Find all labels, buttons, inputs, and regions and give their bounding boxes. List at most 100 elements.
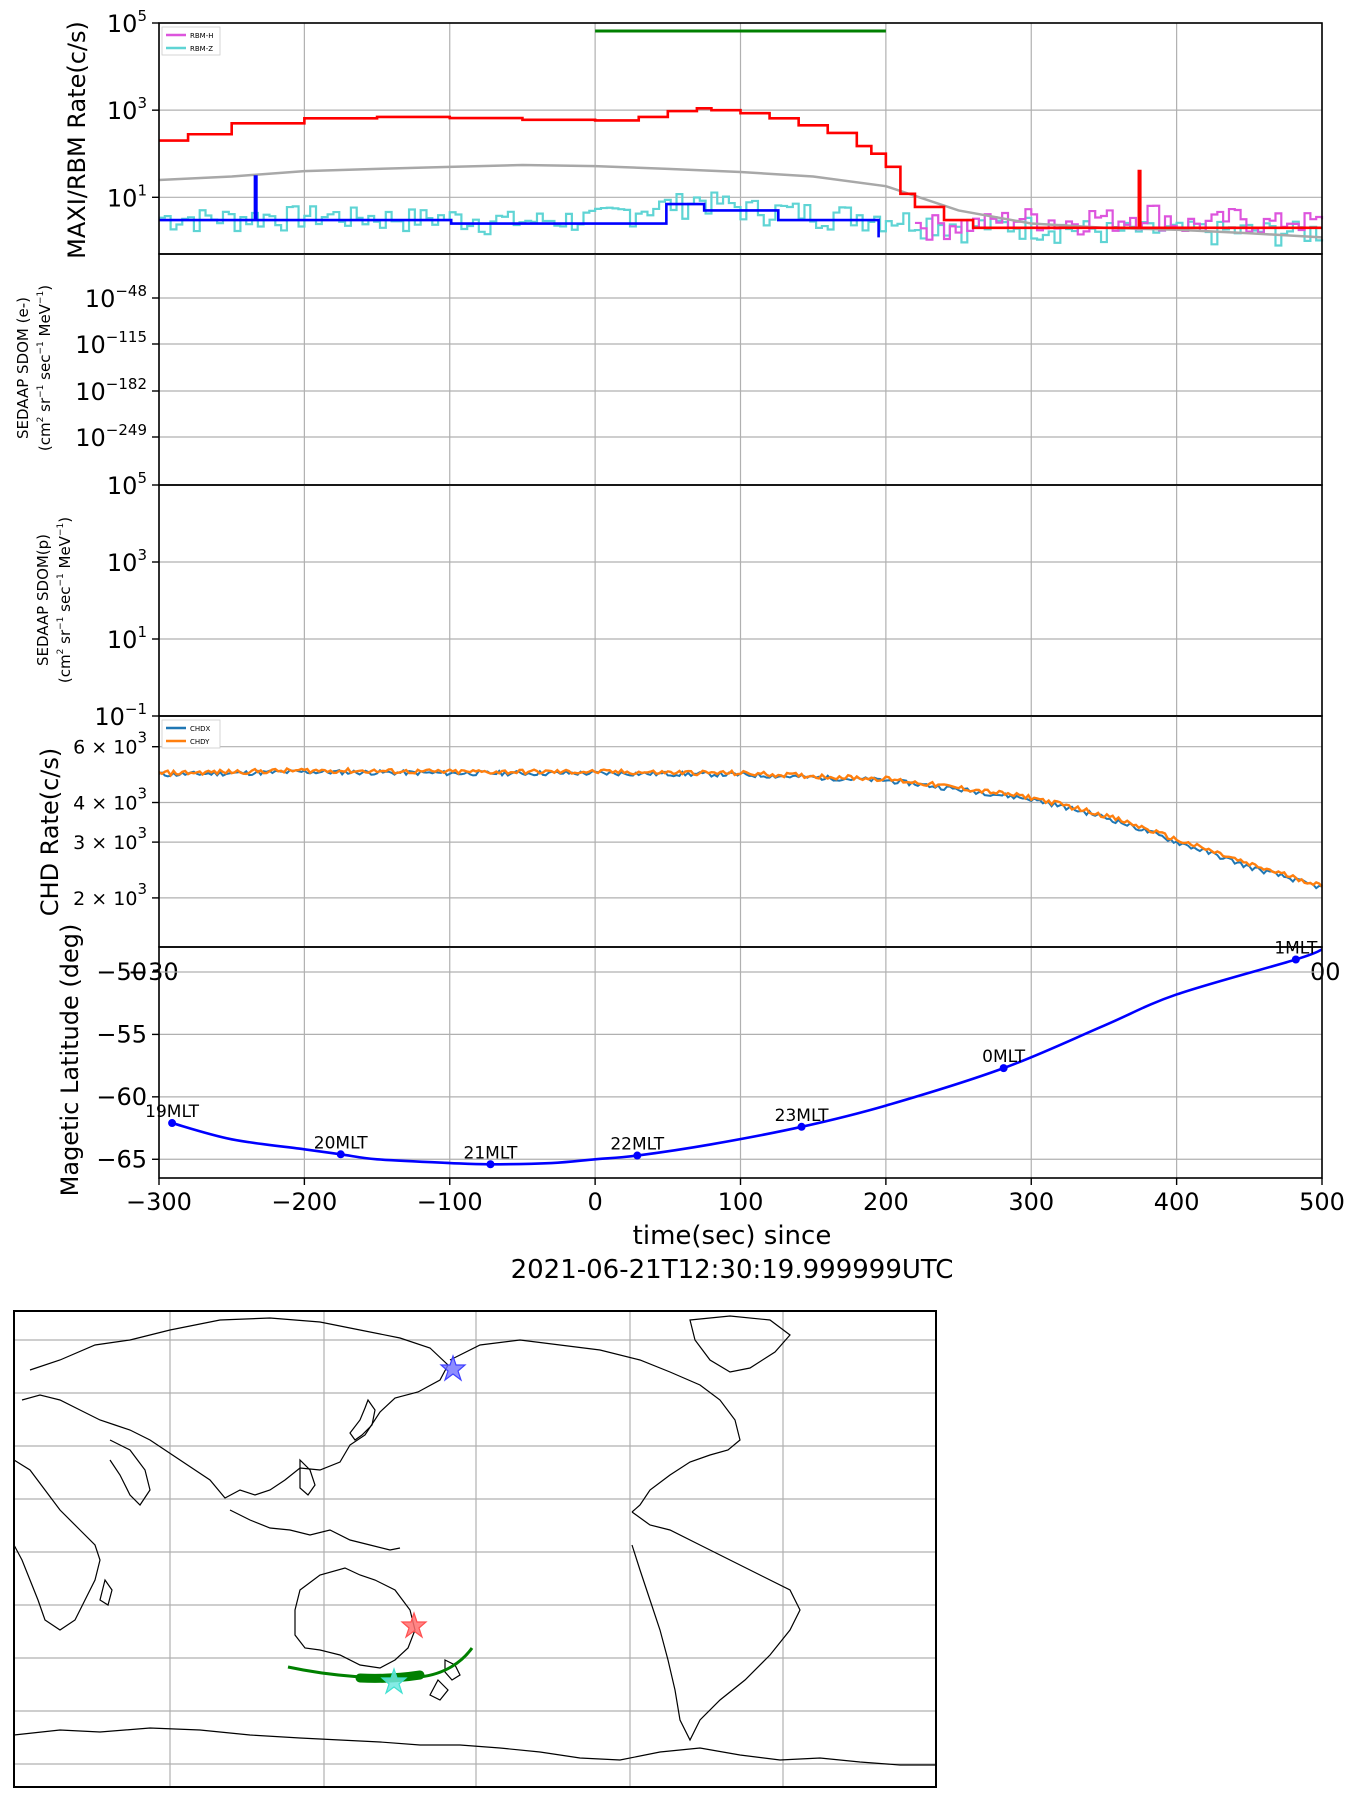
y-tick-label: 10−249	[75, 421, 147, 452]
legend-box	[161, 719, 221, 749]
y-tick-label: 101	[107, 181, 147, 212]
y-tick-labels: 10−48 10−115 10−182 10−249	[75, 282, 159, 452]
x-tick-labels: −300 −200 −100 0 100 200 300 400 500	[126, 1178, 1345, 1216]
coast-indonesia	[229, 1509, 401, 1551]
legend: CHDX CHDY	[161, 719, 221, 749]
x-tick-label: −200	[271, 1188, 337, 1216]
mlt-label: 21MLT	[464, 1143, 518, 1163]
legend-entry: CHDX	[190, 725, 211, 733]
coast-north-america	[449, 1339, 741, 1513]
panel-grid	[158, 484, 1323, 717]
y-tick-label: 10−48	[85, 282, 147, 313]
y-tick-label: 101	[107, 623, 147, 654]
mlt-label: 20MLT	[314, 1133, 368, 1153]
x-axis-epoch: 2021-06-21T12:30:19.999999UTC	[511, 1255, 954, 1285]
y-tick-label: −55	[96, 1020, 147, 1048]
x-axis-label: time(sec) since	[633, 1221, 832, 1251]
coast-india	[109, 1439, 151, 1506]
y-tick-label: 3 × 103	[73, 824, 147, 854]
y-tick-labels: −50 −55 −60 −65	[96, 958, 159, 1173]
coast-greenland	[689, 1315, 791, 1373]
world-map	[13, 1310, 937, 1788]
mlt-marker	[633, 1151, 642, 1160]
series-blue	[159, 175, 880, 238]
y-tick-label: 103	[107, 94, 147, 125]
y-tick-label: −60	[96, 1083, 147, 1111]
y-tick-labels: 6 × 103 4 × 103 3 × 103 2 × 103	[73, 729, 159, 910]
coast-antarctica	[13, 1727, 936, 1766]
y-axis-label-line1: SEDAAP SDOM (e-)	[14, 297, 32, 439]
mlt-marker	[797, 1122, 806, 1131]
coast-australia	[294, 1567, 416, 1669]
panel-series: 19MLT 20MLT 21MLT 22MLT 23MLT 0MLT 1MLT	[145, 938, 1323, 1169]
y-axis-label: SEDAAP SDOM (e-) (cm2 sr−1 sec−1 MeV−1)	[14, 285, 54, 451]
x-tick-label: −300	[126, 1188, 192, 1216]
mlt-label: 1MLT	[1274, 938, 1318, 958]
red-star-icon	[400, 1611, 428, 1639]
map-background	[14, 1311, 936, 1787]
y-axis-label: CHD Rate(c/s)	[36, 748, 64, 916]
legend-entry: RBM-H	[190, 32, 214, 40]
x-tick-label: 500	[1299, 1188, 1345, 1216]
mlt-label: 22MLT	[610, 1135, 664, 1155]
mlt-label: 19MLT	[145, 1102, 199, 1122]
mlt-label: 0MLT	[982, 1047, 1026, 1067]
panel-sedaap-e: 10−48 10−115 10−182 10−249 SEDAAP SDOM (e-)…	[14, 253, 1323, 486]
mlt-marker	[168, 1119, 177, 1128]
blue-star-icon	[439, 1354, 467, 1382]
map-graticule	[14, 1311, 936, 1787]
coast-philippines	[299, 1458, 316, 1496]
x-tick-label: 0	[587, 1188, 602, 1216]
mlt-label: 23MLT	[775, 1106, 829, 1126]
coast-africa	[13, 1459, 101, 1631]
panel-series	[158, 29, 1324, 247]
mlt-marker	[336, 1150, 345, 1159]
y-axis-label: MAXI/RBM Rate(c/s)	[63, 21, 91, 259]
mlt-marker	[999, 1064, 1008, 1073]
coast-japan	[349, 1398, 376, 1441]
legend: RBM-H RBM-Z	[161, 26, 221, 56]
y-axis-label-line1: SEDAAP SDOM(p)	[34, 534, 52, 666]
x-tick-label: 400	[1154, 1188, 1200, 1216]
y-tick-label: 105	[107, 469, 147, 500]
map-frame	[13, 1310, 937, 1788]
panel-sedaap-p: 105 103 101 10−1 SEDAAP SDOM(p) (cm2 sr−1 s…	[34, 469, 1323, 731]
cyan-star-icon	[380, 1667, 408, 1695]
map-coastlines	[13, 1315, 936, 1766]
y-tick-label: −65	[96, 1145, 147, 1173]
x-tick-label: 200	[863, 1188, 909, 1216]
y-tick-label: 10−115	[75, 328, 147, 359]
panel-chd: 6 × 103 4 × 103 3 × 103 2 × 103 CHD Rate(c/…	[36, 715, 1341, 986]
y-tick-label: 103	[107, 546, 147, 577]
y-tick-label: 105	[107, 7, 147, 38]
legend-entry: RBM-Z	[190, 45, 213, 53]
y-tick-label: 2 × 103	[73, 880, 147, 910]
y-axis-units: (cm2 sr−1 sec−1 MeV−1)	[36, 285, 54, 451]
legend-box	[161, 26, 221, 56]
series-chdy	[158, 766, 1323, 888]
y-tick-labels: 105 103 101 10−1	[94, 469, 159, 731]
y-tick-label: −50	[96, 958, 147, 986]
coast-madagascar	[99, 1578, 113, 1606]
x-tick-label: 300	[1008, 1188, 1054, 1216]
x-tick-label: −100	[417, 1188, 483, 1216]
y-tick-label: 6 × 103	[73, 729, 147, 759]
y-axis-label: SEDAAP SDOM(p) (cm2 sr−1 sec−1 MeV−1)	[34, 517, 74, 683]
mlt-marker	[486, 1160, 495, 1169]
panel-maxi-rbm: 105 103 101 MAXI/RBM Rate(c/s) RBM-H RBM-Z	[63, 7, 1324, 259]
panel-grid	[158, 716, 1323, 947]
y-axis-label: Magetic Latitude (deg)	[56, 924, 84, 1197]
panel-grid	[158, 254, 1323, 485]
panel-series	[158, 766, 1323, 890]
y-tick-label: 4 × 103	[73, 785, 147, 815]
panel-maglat: 19MLT 20MLT 21MLT 22MLT 23MLT 0MLT 1MLT −50 −55…	[56, 924, 1345, 1285]
legend-entry: CHDY	[190, 738, 210, 746]
mlt-marker	[1291, 955, 1300, 964]
x-tick-label: 100	[718, 1188, 764, 1216]
y-tick-labels: 105 103 101	[107, 7, 159, 212]
y-tick-label: 10−182	[75, 375, 147, 406]
y-tick-label: 10−1	[94, 700, 147, 731]
coast-south-america	[631, 1511, 801, 1742]
coast-asia	[21, 1317, 449, 1499]
